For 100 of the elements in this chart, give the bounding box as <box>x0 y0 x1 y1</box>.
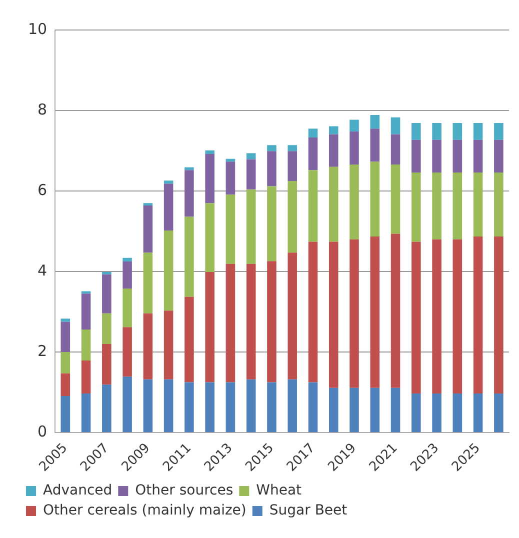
bar <box>288 379 297 432</box>
bar <box>122 376 132 432</box>
bar <box>390 164 400 234</box>
bar <box>267 151 276 186</box>
bar <box>390 388 400 432</box>
bar <box>184 382 194 432</box>
bar <box>205 154 214 204</box>
bar <box>473 394 483 432</box>
bar <box>432 122 442 140</box>
bar <box>390 117 400 134</box>
bar <box>452 239 462 394</box>
bar <box>267 261 276 382</box>
y-tick-label: 2 <box>38 342 48 360</box>
bar <box>288 252 297 380</box>
bar <box>143 379 153 432</box>
bar <box>350 120 359 132</box>
bar <box>328 134 338 167</box>
bar <box>350 131 359 164</box>
bar <box>350 239 359 388</box>
bar <box>494 140 504 173</box>
bar <box>328 126 338 134</box>
bar <box>143 203 153 206</box>
bar <box>432 172 442 240</box>
bar <box>473 140 483 173</box>
bar <box>205 382 214 432</box>
bar <box>494 172 504 237</box>
bar <box>308 137 318 170</box>
y-tick-label: 4 <box>38 261 48 280</box>
bar <box>452 122 462 140</box>
bar <box>350 164 359 240</box>
bar <box>390 234 400 388</box>
bar <box>452 394 462 432</box>
bar <box>102 384 112 432</box>
bar <box>246 189 256 264</box>
bar <box>143 252 153 314</box>
bar <box>184 167 194 170</box>
bar <box>246 264 256 380</box>
bar <box>308 382 318 432</box>
bar <box>370 236 380 388</box>
bar <box>164 180 174 184</box>
y-tick-label: 6 <box>38 180 48 199</box>
y-tick-label: 0 <box>38 422 48 440</box>
bar <box>246 159 256 190</box>
bar <box>267 186 276 262</box>
bar <box>226 264 236 382</box>
bar <box>432 394 442 432</box>
bar <box>122 261 132 288</box>
bar <box>473 172 483 237</box>
bar <box>370 388 380 432</box>
bar <box>122 288 132 328</box>
bar <box>288 180 297 253</box>
bar <box>102 313 112 344</box>
bar <box>246 153 256 160</box>
bar <box>390 134 400 164</box>
bar <box>205 272 214 382</box>
legend-label: Sugar Beet <box>269 502 348 519</box>
bar <box>494 236 504 394</box>
bar <box>432 140 442 173</box>
bar <box>432 239 442 394</box>
y-tick-label: 10 <box>28 20 48 38</box>
bar <box>184 296 194 382</box>
bar <box>205 150 214 154</box>
bar <box>164 310 174 380</box>
bar <box>122 258 132 262</box>
bar <box>412 394 421 432</box>
bar <box>370 114 380 129</box>
bar <box>81 360 91 394</box>
bar <box>226 162 236 195</box>
bar <box>288 151 297 181</box>
bar <box>473 122 483 140</box>
bar <box>226 382 236 432</box>
bar <box>328 166 338 242</box>
bar <box>122 327 132 377</box>
bar <box>308 170 318 242</box>
bar <box>494 122 504 140</box>
bar <box>494 394 504 432</box>
bar <box>350 388 359 432</box>
bar <box>370 128 380 162</box>
bar <box>267 382 276 432</box>
bar <box>226 194 236 264</box>
bar <box>143 206 153 253</box>
legend-label: Wheat <box>256 482 302 499</box>
bar <box>328 388 338 432</box>
bar <box>412 242 421 394</box>
bar <box>81 394 91 432</box>
bar <box>473 236 483 394</box>
bar <box>60 318 70 322</box>
bar <box>308 128 318 138</box>
bar <box>60 352 70 374</box>
bar <box>60 373 70 396</box>
bar <box>102 272 112 274</box>
bar <box>81 330 91 361</box>
bar <box>246 379 256 432</box>
y-tick-label: 8 <box>38 100 48 118</box>
bar <box>288 145 297 152</box>
bar <box>81 294 91 330</box>
bar <box>102 344 112 385</box>
bar <box>205 203 214 272</box>
bar <box>164 184 174 230</box>
bar <box>412 140 421 173</box>
